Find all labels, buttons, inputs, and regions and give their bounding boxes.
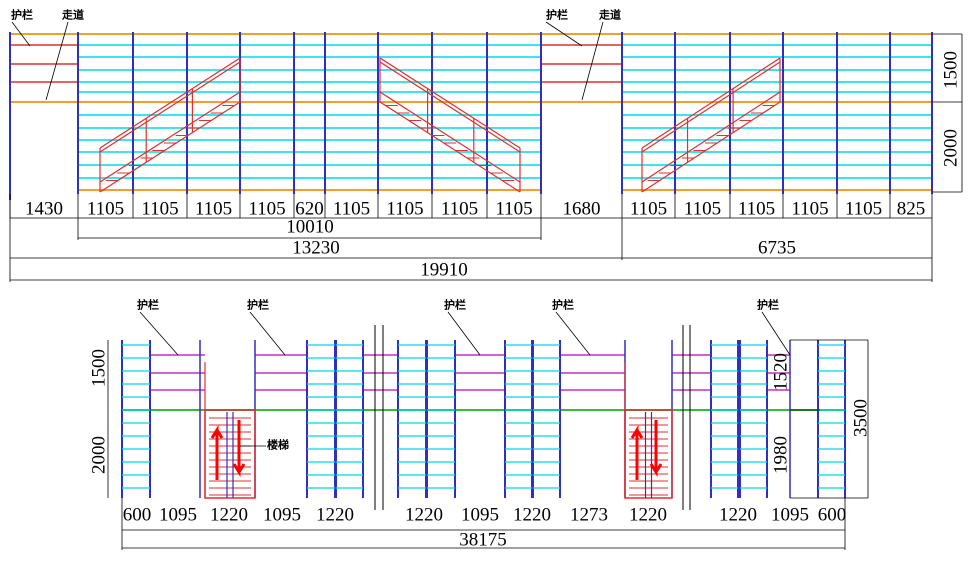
dimension-text: 1105 xyxy=(791,198,828,219)
dimension-text: 1105 xyxy=(441,198,478,219)
line xyxy=(99,101,241,193)
line xyxy=(641,101,781,193)
label: 护栏 xyxy=(137,298,159,312)
line xyxy=(249,311,286,356)
dimension-text: 6735 xyxy=(758,237,796,258)
dimension-text: 1500 xyxy=(88,349,109,387)
dimension-text: 2000 xyxy=(940,129,961,167)
dimension-text: 1105 xyxy=(195,198,232,219)
label: 护栏 xyxy=(757,298,779,312)
label: 护栏 xyxy=(546,8,568,22)
dimension-text: 1105 xyxy=(738,198,775,219)
dimension-text: 1095 xyxy=(263,504,301,525)
dimension-text: 600 xyxy=(123,504,152,525)
dimension-text: 1220 xyxy=(316,504,354,525)
line xyxy=(379,61,521,153)
label: 护栏 xyxy=(11,8,33,22)
line xyxy=(379,91,521,183)
dimension-text: 1095 xyxy=(771,504,809,525)
line xyxy=(99,61,241,153)
stair xyxy=(624,409,673,499)
line xyxy=(99,57,241,149)
dimension-text: 3500 xyxy=(850,399,871,437)
arrow xyxy=(630,424,644,480)
dimension-text: 1105 xyxy=(684,198,721,219)
arrow xyxy=(232,420,246,478)
line xyxy=(761,311,791,356)
dimension-text: 1220 xyxy=(719,504,757,525)
stair xyxy=(204,409,256,499)
line xyxy=(11,21,31,47)
line xyxy=(555,311,591,356)
dimension-text: 1220 xyxy=(629,504,667,525)
dimension-text: 1105 xyxy=(495,198,532,219)
arrow xyxy=(649,420,663,478)
dimension-text: 825 xyxy=(897,198,926,219)
dimension-text: 1095 xyxy=(461,504,499,525)
dimension-text: 1220 xyxy=(210,504,248,525)
label: 护栏 xyxy=(444,298,466,312)
dimension-text: 1980 xyxy=(770,436,791,474)
dimension-text: 19910 xyxy=(420,259,468,280)
line xyxy=(641,57,781,149)
dimension-text: 1680 xyxy=(563,198,601,219)
label: 楼梯 xyxy=(267,438,289,452)
line xyxy=(447,311,481,356)
dimension-text: 1273 xyxy=(570,504,608,525)
line xyxy=(45,21,69,101)
dimension-text: 1105 xyxy=(87,198,124,219)
dimension-text: 38175 xyxy=(459,529,507,550)
dimension-text: 1220 xyxy=(405,504,443,525)
dimension-text: 600 xyxy=(818,504,847,525)
label: 护栏 xyxy=(552,298,574,312)
line xyxy=(379,101,521,193)
dimension-text: 620 xyxy=(295,198,324,219)
dimension-text: 1105 xyxy=(845,198,882,219)
line xyxy=(545,21,583,47)
dimension-text: 1095 xyxy=(159,504,197,525)
dimension-text: 13230 xyxy=(292,237,340,258)
dimension-text: 1105 xyxy=(141,198,178,219)
dimension-text: 10010 xyxy=(286,216,334,237)
line xyxy=(99,91,241,183)
dimension-text: 1105 xyxy=(386,198,423,219)
line xyxy=(641,61,781,153)
label: 走道 xyxy=(61,8,84,22)
dimension-text: 1220 xyxy=(513,504,551,525)
dimension-text: 1105 xyxy=(248,198,285,219)
dimension-text: 1430 xyxy=(25,198,63,219)
line xyxy=(139,311,179,356)
arrow xyxy=(210,424,224,480)
dimension-text: 1105 xyxy=(333,198,370,219)
dimension-text: 2000 xyxy=(88,436,109,474)
label: 走道 xyxy=(598,8,621,22)
line xyxy=(641,91,781,183)
dimension-text: 1520 xyxy=(770,353,791,391)
line xyxy=(379,57,521,149)
line xyxy=(581,21,604,101)
label: 护栏 xyxy=(247,298,269,312)
dimension-text: 1105 xyxy=(630,198,667,219)
dimension-text: 1500 xyxy=(940,51,961,89)
